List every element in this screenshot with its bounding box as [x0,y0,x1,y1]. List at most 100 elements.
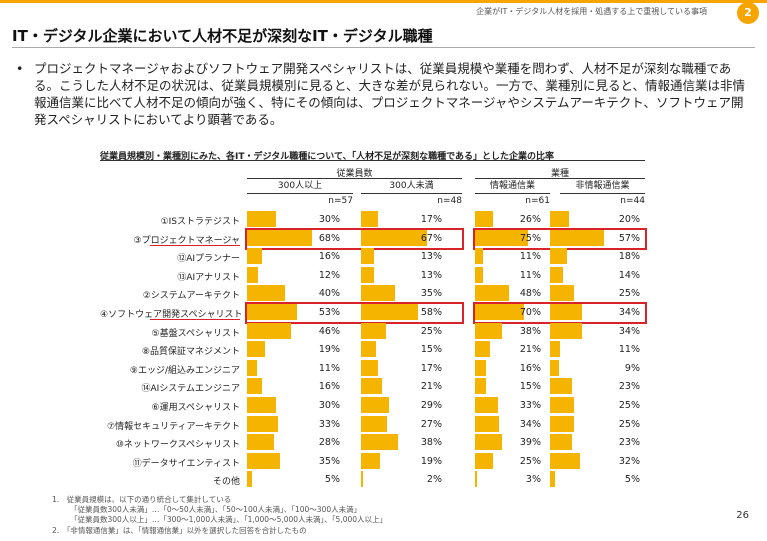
bar [361,341,376,358]
value-label: 17% [420,214,442,225]
bar [247,341,265,358]
page-number: 26 [736,510,749,521]
value-label: 28% [318,437,340,449]
value-label: 68% [318,232,340,244]
row-label: ⑪データサイエンティスト [132,458,240,469]
bar [475,304,524,320]
title-divider [12,47,755,48]
bar [475,378,486,395]
row-label: ⑭AIシステムエンジニア [141,384,240,395]
highlight-box [245,302,464,324]
bar [475,322,502,339]
page-title: IT・デジタル企業において人材不足が深刻なIT・デジタル職種 [12,27,433,45]
bar [475,359,486,376]
value-label: 34% [618,307,640,318]
footnote-1a: 「従業員数300人未満」…「0～50人未満」、「50～100人未満」、「100～… [70,505,362,514]
value-label: 2% [426,474,442,486]
bar [247,285,285,302]
value-label: 20% [618,214,640,225]
row-label: ⑬AIアナリスト [177,272,240,283]
column-header: 情報通信業 [475,180,550,194]
value-label: 17% [420,362,442,374]
summary-bullet: • プロジェクトマネージャおよびソフトウェア開発スペシャリストは、従業員規模や業… [16,60,751,128]
row-label: ⑩ネットワークスペシャリスト [115,440,240,451]
value-label: 19% [420,455,442,467]
bar [550,266,563,283]
bar [550,359,559,376]
value-label: 16% [318,251,340,263]
value-label: 48% [519,288,541,300]
value-label: 57% [618,232,640,244]
bar [550,341,560,358]
bar [361,434,398,451]
row-label: ⑧品質保証マネジメント [141,347,240,358]
value-label: 16% [519,362,541,374]
bar [475,341,490,358]
value-label: 12% [318,269,340,281]
value-label: 34% [519,418,541,430]
value-label: 30% [318,214,340,225]
bar [361,359,378,376]
footnote-2: 2. 「非情報通信業」は、「情報通信業」以外を選択した回答を合計したもの [52,526,307,535]
value-label: 21% [420,381,442,393]
row-label: ②システムアーキテクト [142,291,240,302]
value-label: 35% [420,288,442,300]
bar [247,471,252,488]
value-label: 15% [420,344,442,356]
bar [247,359,257,376]
value-label: 23% [618,381,640,393]
bar [475,266,483,283]
value-label: 5% [624,474,640,486]
top-accent-line [0,0,767,3]
row-label: ⑦情報セキュリティアーキテクト [107,421,240,432]
value-label: 46% [318,325,340,337]
bar [550,248,567,265]
bar [247,229,312,246]
value-label: 9% [624,362,640,374]
sample-size-label: n=61 [525,196,550,206]
bar [475,285,509,302]
sample-size-label: n=44 [620,196,645,206]
bar [550,471,555,488]
value-label: 25% [519,455,541,467]
value-label: 11% [519,251,541,263]
value-label: 27% [420,418,442,430]
bar [361,229,427,246]
bar [475,248,483,265]
value-label: 13% [420,269,442,281]
value-label: 11% [618,344,640,356]
bar [475,434,502,451]
group-header-underline [475,178,645,179]
row-label: ⑤基盤スペシャリスト [151,328,240,339]
bar [247,397,276,413]
value-label: 39% [519,437,541,449]
bar [361,304,418,320]
value-label: 32% [618,455,640,467]
value-label: 70% [519,307,541,318]
value-label: 38% [519,325,541,337]
value-label: 19% [318,344,340,356]
group-header-underline [247,178,462,179]
bar [361,211,378,227]
bar [475,452,493,469]
value-label: 29% [420,400,442,411]
column-header: 非情報通信業 [560,180,645,194]
bar [247,248,262,265]
bar [550,211,569,227]
value-label: 67% [420,232,442,244]
bar [550,415,574,432]
value-label: 38% [420,437,442,449]
bar [550,322,582,339]
sample-size-label: n=57 [328,196,353,206]
value-label: 14% [618,269,640,281]
row-label-underline [150,319,240,320]
bar [361,471,363,488]
bar [550,229,604,246]
chart-title-divider [100,160,645,161]
column-header: 300人以上 [247,180,353,194]
bar [361,285,395,302]
bar [247,266,258,283]
row-label: ⑥運用スペシャリスト [151,403,240,413]
footnote-1b: 「従業員数300人以上」…「300～1,000人未満」、「1,000～5,000… [70,515,388,524]
bar [361,452,380,469]
